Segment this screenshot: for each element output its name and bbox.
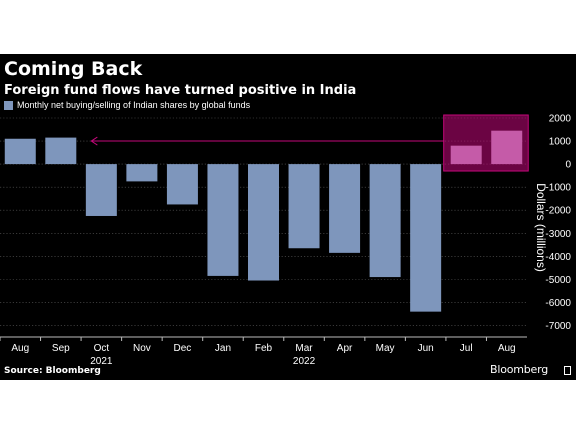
x-tick-label: Jun [418,343,434,354]
bar-jan-5 [207,164,239,276]
x-tick-label: Feb [255,343,273,354]
chart-title: Coming Back [4,58,143,80]
y-tick-label: 2000 [549,114,572,125]
bar-jul-11 [450,145,482,165]
x-tick-label: Mar [295,343,313,354]
y-tick-label: -6000 [545,298,571,309]
chart-card: Coming Back Foreign fund flows have turn… [0,54,576,380]
legend: Monthly net buying/selling of Indian sha… [4,99,250,111]
y-tick-label: -7000 [545,321,571,332]
x-tick-label: May [376,343,395,354]
x-tick-label: Oct [94,343,110,354]
bar-dec-4 [166,164,198,205]
x-tick-label: Aug [498,343,516,354]
y-tick-label: 0 [565,160,571,171]
logo-box-icon [564,366,571,375]
x-tick-label: Dec [174,343,192,354]
x-tick-label: Apr [337,343,353,354]
bar-feb-6 [248,164,279,281]
bar-chart: 2000 1000 0 -1000 -2000 -3000 -4000 -5000 -6000 -… [0,114,572,367]
year-label: 2021 [90,356,113,367]
bar-oct-2 [85,164,117,216]
y-tick-label: -3000 [545,229,571,240]
bar-sep-1 [45,137,77,165]
source-label: Source: Bloomberg [4,366,101,376]
arrow-head-icon [90,136,98,146]
bar-may-9 [369,164,401,278]
bar-mar-7 [288,164,320,249]
y-axis-label: Dollars (millions) [534,183,548,272]
x-tick-label: Jan [215,343,231,354]
bar-aug-0 [4,138,36,165]
bar-nov-3 [126,164,158,182]
legend-swatch [4,100,13,110]
chart-subtitle: Foreign fund flows have turned positive … [4,83,357,98]
x-tick-label: Nov [133,343,151,354]
bar-apr-8 [329,164,361,253]
x-tick-label: Sep [52,343,70,354]
bloomberg-logo: Bloomberg [490,363,549,376]
y-tick-label: -2000 [545,206,571,217]
y-tick-label: 1000 [549,137,572,148]
bar-jun-10 [410,164,442,312]
x-tick-label: Aug [11,343,29,354]
legend-label: Monthly net buying/selling of Indian sha… [17,100,251,110]
x-tick-label: Jul [460,343,473,354]
bar-aug-12 [491,130,523,165]
y-tick-label: -4000 [545,252,571,263]
y-tick-label: -5000 [545,275,571,286]
y-tick-label: -1000 [545,183,571,194]
year-label: 2022 [293,356,316,367]
